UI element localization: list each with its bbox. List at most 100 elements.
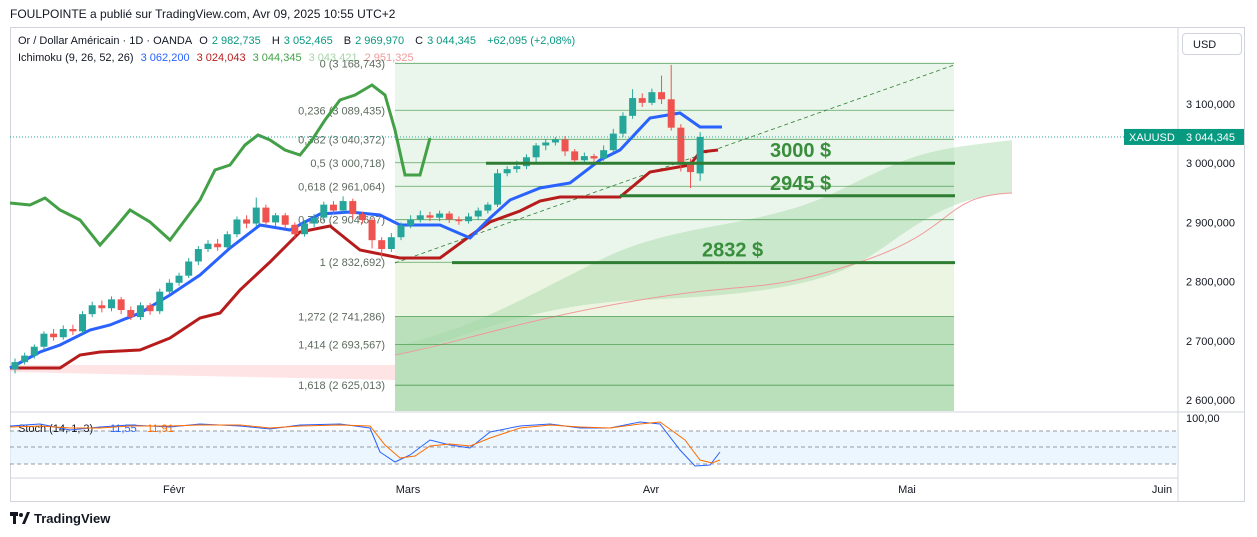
- candle-body: [50, 333, 58, 338]
- candle-body: [69, 328, 77, 332]
- candle-body: [243, 219, 251, 224]
- candle-body: [658, 92, 666, 100]
- candle-body: [474, 210, 482, 217]
- candle-body: [571, 151, 579, 161]
- cloud-bearish-area: [10, 365, 395, 380]
- candle-body: [320, 204, 328, 218]
- candle-body: [648, 92, 656, 103]
- candle-body: [426, 215, 434, 218]
- fib-level-label: 1 (2 832,692): [320, 257, 385, 269]
- fib-zone-mid: [395, 262, 954, 317]
- candle-body: [185, 261, 193, 276]
- candle-body: [79, 314, 87, 332]
- candle-body: [281, 215, 289, 225]
- candle-body: [40, 333, 48, 347]
- candle-body: [484, 204, 492, 211]
- candle-body: [378, 240, 386, 250]
- candle-body: [542, 142, 550, 146]
- candle-body: [397, 225, 405, 238]
- candle-body: [465, 216, 473, 222]
- cloud-span-b: [394, 192, 1013, 356]
- candle-body: [349, 201, 357, 215]
- candle-body: [416, 215, 424, 220]
- candle-body: [21, 355, 29, 363]
- fib-level-label: 0,618 (2 961,064): [298, 181, 385, 193]
- fib-level-label: 0 (3 168,743): [320, 58, 385, 70]
- candle-body: [407, 219, 415, 226]
- price-axis-tick: 2 700,000: [1186, 336, 1235, 348]
- stoch-d-value: 11,91: [147, 423, 174, 435]
- symbol-name: Or / Dollar Américain · 1D · OANDA: [18, 35, 193, 47]
- ichimoku-label: Ichimoku (9, 26, 52, 26): [18, 52, 134, 64]
- low-label: B: [343, 35, 352, 47]
- candle-body: [561, 139, 569, 152]
- close-number: 3 044,345: [427, 35, 477, 47]
- candle-body: [667, 99, 675, 128]
- candle-body: [117, 299, 125, 311]
- price-tag-box: [1124, 128, 1244, 145]
- candle-body: [204, 243, 212, 250]
- price-axis: 3 100,000 3 000,000 2 900,000 2 800,000 2 70…: [1124, 28, 1244, 501]
- candle-body: [494, 173, 501, 205]
- footer-brand: TradingView: [10, 511, 110, 526]
- time-axis-tick: Févr: [163, 484, 185, 496]
- conversion-line: [9, 111, 722, 370]
- candle-body: [455, 219, 463, 222]
- time-axis-tick: Mars: [396, 484, 421, 496]
- ichimoku-leadA-value: 3 043,421: [308, 52, 358, 64]
- candle-body: [513, 166, 521, 170]
- symbol-legend: Or / Dollar Américain · 1D · OANDA O3 04…: [18, 35, 579, 47]
- support-level-label: 2945 $: [770, 173, 831, 195]
- price-axis-tick: 3 000,000: [1186, 158, 1235, 170]
- currency-button[interactable]: USD: [1182, 33, 1242, 55]
- candle-body: [619, 115, 627, 134]
- support-levels: 3000 $ 2945 $ 2832 $: [10, 136, 1178, 265]
- candle-body: [532, 145, 540, 158]
- price-axis-tick: 2 800,000: [1186, 277, 1235, 289]
- candle-body: [301, 223, 308, 235]
- candle-body: [590, 156, 598, 159]
- price-axis-tick: 2 600,000: [1186, 395, 1235, 407]
- candle-body: [629, 98, 637, 116]
- time-axis-tick: Mai: [898, 484, 916, 496]
- candle-body: [252, 207, 260, 224]
- lagging-span-line: [9, 83, 432, 248]
- candle-body: [310, 217, 318, 224]
- candle-body: [59, 328, 67, 338]
- price-tag-symbol: XAUUSD: [1129, 132, 1175, 144]
- candle-body: [223, 234, 231, 248]
- candle-body: [339, 201, 347, 211]
- candle-body: [156, 291, 164, 312]
- candle-body: [368, 220, 376, 241]
- price-tag-value: 3 044,345: [1186, 132, 1235, 144]
- ichimoku-lagging-value: 3 044,345: [252, 52, 302, 64]
- ichimoku-cloud: [10, 140, 1013, 380]
- candle-body: [687, 163, 694, 173]
- stoch-axis-label: 100,00: [1186, 413, 1220, 425]
- ichimoku-conversion-value: 3 062,200: [140, 52, 190, 64]
- ichimoku-base-value: 3 024,043: [196, 52, 246, 64]
- candle-body: [677, 127, 685, 164]
- ichimoku-leadB-value: 2 951,325: [364, 52, 414, 64]
- fib-level-label: 0,5 (3 000,718): [310, 158, 385, 170]
- tradingview-logo-icon: [10, 511, 30, 524]
- price-axis-tick: 2 900,000: [1186, 217, 1235, 229]
- fib-level-label: 1,618 (2 625,013): [298, 380, 385, 392]
- candle-body: [445, 213, 453, 220]
- support-level-label: 3000 $: [770, 140, 831, 162]
- time-axis-tick: Juin: [1152, 484, 1172, 496]
- publication-header: FOULPOINTE a publié sur TradingView.com,…: [10, 7, 396, 21]
- candle-body: [233, 219, 241, 235]
- candle-body: [600, 150, 608, 159]
- fib-level-label: 1,272 (2 741,286): [298, 311, 385, 323]
- candle-body: [30, 346, 38, 356]
- footer-brand-name: TradingView: [34, 511, 111, 526]
- high-label: H: [271, 35, 280, 47]
- candle-body: [272, 215, 280, 223]
- fib-level-label: 0,236 (3 089,435): [298, 105, 385, 117]
